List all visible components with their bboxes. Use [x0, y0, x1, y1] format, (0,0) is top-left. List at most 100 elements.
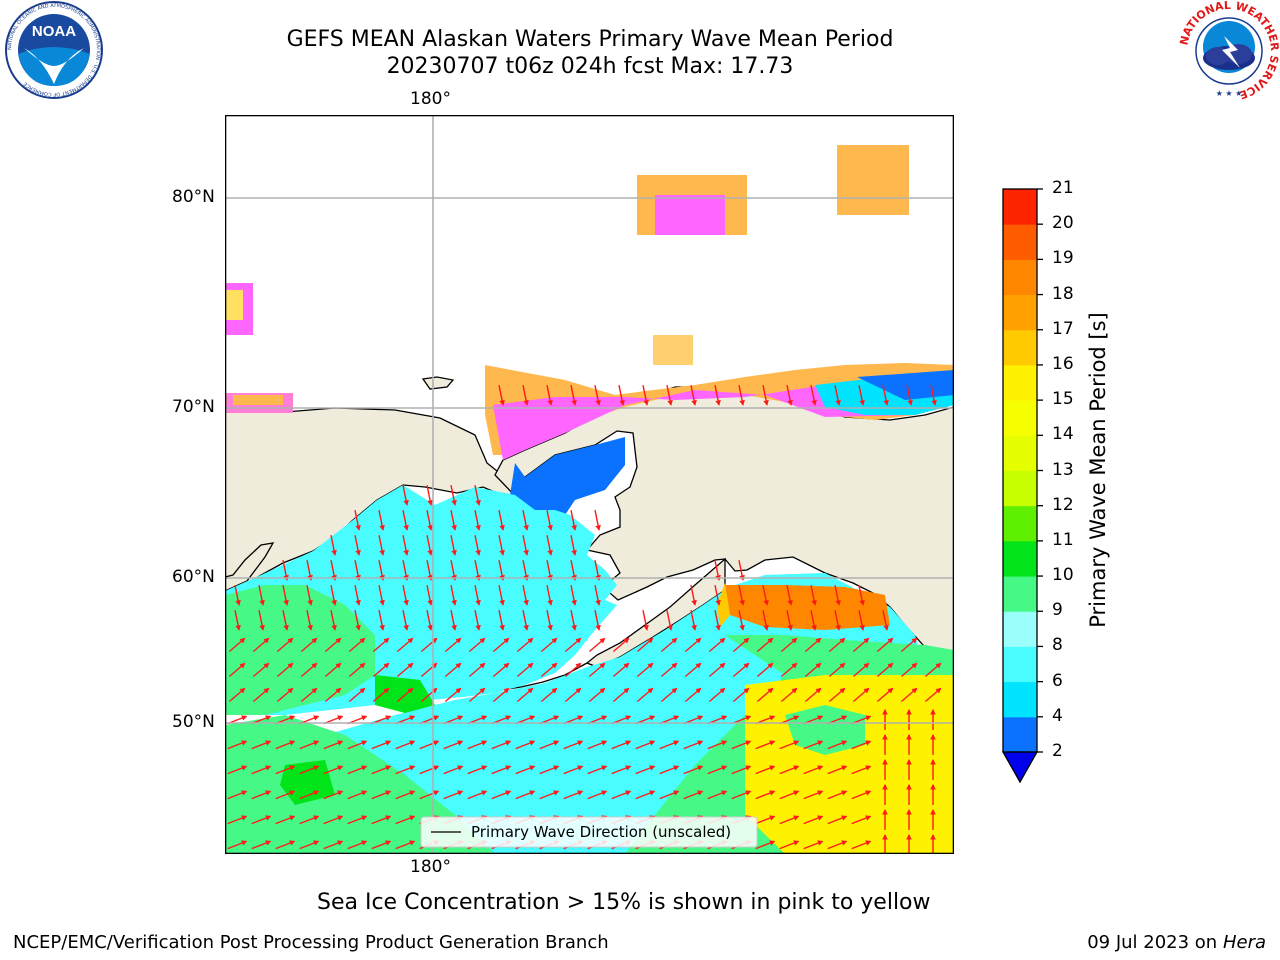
wave-direction-arrow	[684, 662, 702, 678]
wave-direction-arrow	[426, 510, 433, 531]
wave-direction-arrow	[251, 765, 272, 775]
colorbar-tick-label: 11	[1052, 529, 1074, 550]
wave-direction-arrow	[828, 687, 846, 703]
wave-direction-arrow	[594, 610, 601, 631]
noaa-logo: NOAA NATIONAL OCEANIC AND ATMOSPHERIC AD…	[5, 1, 103, 99]
wave-direction-arrow	[570, 610, 577, 631]
lat-label-80n: 80°N	[172, 187, 215, 207]
wave-direction-arrow	[828, 662, 846, 678]
wave-direction-arrow	[299, 740, 320, 750]
lat-label-50n: 50°N	[172, 712, 215, 732]
wave-direction-arrow	[515, 790, 536, 800]
wave-direction-arrow	[276, 687, 294, 703]
colorbar-tick-label: 2	[1052, 741, 1063, 761]
wave-direction-arrow	[539, 765, 560, 775]
wave-direction-arrow	[587, 765, 608, 775]
wave-direction-arrow	[930, 385, 937, 406]
wave-direction-arrow	[372, 687, 390, 703]
colorbar-label: Primary Wave Mean Period [s]	[1086, 312, 1110, 628]
wave-direction-arrow	[714, 560, 721, 581]
wave-direction-arrow	[522, 585, 529, 606]
wave-direction-arrow	[396, 637, 414, 653]
wave-direction-arrow	[395, 790, 416, 800]
wave-direction-arrow	[371, 765, 392, 775]
wave-direction-arrow	[251, 740, 272, 750]
wave-direction-arrow	[420, 662, 438, 678]
wave-direction-arrow	[851, 765, 872, 775]
wave-direction-arrow	[612, 687, 630, 703]
map-frame	[225, 115, 954, 854]
wave-direction-arrow	[810, 585, 817, 606]
wave-direction-arrow	[498, 385, 505, 406]
wave-direction-arrow	[443, 740, 464, 750]
wave-direction-arrow	[347, 840, 368, 850]
wave-direction-arrow	[378, 560, 385, 581]
colorbar-segment	[1003, 259, 1037, 296]
wave-direction-arrow	[347, 765, 368, 775]
wave-direction-arrow	[522, 560, 529, 581]
wave-direction-arrow	[228, 637, 246, 653]
wave-direction-arrow	[660, 687, 678, 703]
wave-direction-arrow	[227, 765, 248, 775]
wave-direction-arrow	[354, 610, 361, 631]
wave-direction-arrow	[642, 610, 649, 631]
colorbar-segment	[1003, 189, 1037, 225]
wave-direction-arrow	[852, 637, 870, 653]
wave-direction-arrow	[635, 740, 656, 750]
colorbar-tick-label: 21	[1052, 178, 1074, 198]
wave-direction-arrow	[588, 687, 606, 703]
lat-label-60n: 60°N	[172, 567, 215, 587]
wave-direction-arrow	[402, 485, 409, 506]
wave-direction-arrow	[402, 560, 409, 581]
wave-direction-arrow	[347, 815, 368, 825]
wave-direction-arrow	[683, 740, 704, 750]
wave-direction-arrow	[515, 765, 536, 775]
wave-direction-arrow	[251, 815, 272, 825]
wave-direction-arrow	[827, 740, 848, 750]
colorbar-tick-label: 15	[1052, 389, 1074, 410]
wave-direction-arrow	[666, 385, 673, 406]
wave-direction-arrow	[612, 637, 630, 653]
wave-direction-arrow	[756, 662, 774, 678]
wave-direction-arrow	[402, 510, 409, 531]
wave-direction-arrow	[762, 585, 769, 606]
wave-direction-arrow	[683, 790, 704, 800]
wave-direction-arrow	[708, 662, 726, 678]
colorbar-segment	[1003, 329, 1037, 366]
wave-direction-arrow	[474, 535, 481, 556]
wave-direction-arrow	[803, 840, 824, 850]
wave-direction-arrow	[354, 535, 361, 556]
colorbar-segment	[1003, 716, 1037, 753]
wave-direction-arrow	[636, 637, 654, 653]
footer-date-text: 09 Jul 2023 on	[1087, 932, 1223, 953]
wave-direction-arrow	[474, 510, 481, 531]
wave-direction-arrow	[347, 740, 368, 750]
wave-direction-arrow	[227, 740, 248, 750]
wave-direction-arrow	[834, 385, 841, 406]
wave-direction-arrow	[372, 662, 390, 678]
wave-direction-arrow	[690, 585, 697, 606]
wave-direction-arrow	[450, 585, 457, 606]
wave-direction-arrow	[900, 662, 918, 678]
wave-direction-arrow	[803, 740, 824, 750]
wave-direction-arrow	[732, 637, 750, 653]
wave-direction-arrow	[426, 560, 433, 581]
wave-direction-arrow	[330, 585, 337, 606]
wave-direction-arrow	[611, 790, 632, 800]
colorbar-segment	[1003, 400, 1037, 436]
wave-direction-arrow	[300, 662, 318, 678]
lon-label-top: 180°	[410, 89, 451, 109]
wave-direction-arrow	[426, 610, 433, 631]
wave-direction-arrow	[299, 815, 320, 825]
wave-direction-arrow	[419, 790, 440, 800]
wave-direction-arrow	[426, 485, 433, 506]
map-plot: Primary Wave Direction (unscaled)	[225, 115, 954, 854]
wave-direction-arrow	[354, 560, 361, 581]
wave-direction-arrow	[299, 840, 320, 850]
wave-direction-arrow	[684, 687, 702, 703]
wave-direction-arrow	[444, 687, 462, 703]
wave-direction-arrow	[659, 790, 680, 800]
colorbar-tick-label: 8	[1052, 635, 1063, 656]
wave-direction-arrow	[803, 765, 824, 775]
wave-direction-arrow	[732, 662, 750, 678]
